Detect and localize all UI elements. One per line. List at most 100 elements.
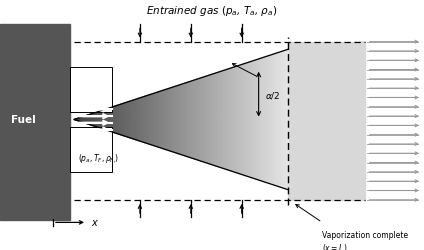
Polygon shape (106, 109, 109, 120)
Polygon shape (151, 94, 153, 120)
Polygon shape (286, 120, 288, 190)
Polygon shape (141, 98, 143, 120)
Polygon shape (177, 86, 179, 120)
Polygon shape (145, 120, 147, 144)
Polygon shape (269, 56, 271, 120)
Polygon shape (260, 58, 262, 120)
Polygon shape (160, 91, 162, 120)
Polygon shape (231, 120, 233, 172)
Polygon shape (181, 120, 184, 156)
Polygon shape (173, 120, 175, 153)
Polygon shape (224, 120, 226, 170)
Polygon shape (205, 120, 207, 164)
Polygon shape (117, 120, 119, 135)
Polygon shape (267, 56, 269, 120)
Polygon shape (83, 116, 85, 120)
Polygon shape (177, 120, 179, 154)
Polygon shape (89, 120, 91, 126)
Polygon shape (121, 104, 123, 120)
Bar (288, 42, 365, 200)
Polygon shape (123, 103, 126, 120)
Polygon shape (269, 120, 271, 184)
Polygon shape (237, 66, 239, 120)
Polygon shape (190, 120, 192, 158)
Polygon shape (98, 120, 100, 128)
Text: $x$: $x$ (91, 218, 99, 228)
Polygon shape (85, 120, 87, 124)
Text: Entrained gas $(p_a$, $T_a$, $\rho_a)$: Entrained gas $(p_a$, $T_a$, $\rho_a)$ (146, 4, 278, 18)
Polygon shape (278, 53, 280, 120)
Polygon shape (126, 120, 128, 138)
Polygon shape (160, 120, 162, 149)
Polygon shape (113, 120, 115, 133)
Polygon shape (179, 120, 181, 155)
Bar (70, 128, 112, 172)
Polygon shape (104, 120, 106, 130)
Polygon shape (113, 107, 115, 120)
Polygon shape (194, 80, 196, 120)
Polygon shape (141, 120, 143, 142)
Polygon shape (89, 114, 91, 120)
Polygon shape (280, 120, 282, 188)
Polygon shape (284, 120, 286, 189)
Polygon shape (134, 120, 136, 140)
Polygon shape (267, 120, 269, 184)
Polygon shape (198, 120, 201, 161)
Polygon shape (196, 120, 198, 160)
Text: Vaporization complete
$(x=L)$: Vaporization complete $(x=L)$ (322, 230, 408, 250)
Polygon shape (145, 96, 147, 120)
Bar (0, 25, 70, 220)
Polygon shape (231, 68, 233, 120)
Polygon shape (265, 120, 267, 183)
Polygon shape (213, 120, 215, 166)
Polygon shape (256, 60, 258, 120)
Polygon shape (149, 120, 151, 145)
Polygon shape (265, 57, 267, 120)
Polygon shape (260, 120, 262, 182)
Polygon shape (248, 62, 250, 120)
Polygon shape (258, 120, 260, 181)
Polygon shape (252, 61, 254, 120)
Polygon shape (143, 97, 145, 120)
Polygon shape (224, 70, 226, 120)
Polygon shape (109, 120, 111, 132)
Polygon shape (288, 42, 365, 200)
Polygon shape (149, 95, 151, 120)
Polygon shape (109, 108, 111, 120)
Polygon shape (164, 90, 166, 120)
Polygon shape (215, 73, 218, 120)
Polygon shape (186, 83, 188, 120)
Polygon shape (76, 118, 78, 120)
Polygon shape (132, 120, 134, 140)
Polygon shape (220, 72, 222, 120)
Polygon shape (198, 79, 201, 120)
Polygon shape (284, 51, 286, 120)
Polygon shape (153, 94, 156, 120)
Polygon shape (156, 120, 158, 147)
Polygon shape (85, 116, 87, 120)
Polygon shape (173, 87, 175, 120)
Polygon shape (205, 76, 207, 120)
Polygon shape (104, 110, 106, 120)
Polygon shape (229, 69, 231, 120)
Polygon shape (151, 120, 153, 146)
Polygon shape (111, 120, 113, 132)
Polygon shape (81, 117, 83, 120)
Polygon shape (209, 75, 211, 120)
Polygon shape (271, 55, 273, 120)
Polygon shape (83, 120, 85, 124)
Polygon shape (276, 120, 278, 186)
Polygon shape (91, 120, 93, 126)
Polygon shape (254, 120, 256, 180)
Polygon shape (207, 76, 209, 120)
Polygon shape (128, 120, 130, 138)
Polygon shape (175, 86, 177, 120)
Polygon shape (235, 120, 237, 173)
Polygon shape (233, 120, 235, 172)
Polygon shape (93, 120, 96, 127)
Polygon shape (136, 99, 138, 120)
Polygon shape (192, 120, 194, 159)
Polygon shape (190, 82, 192, 120)
Polygon shape (241, 65, 243, 120)
Polygon shape (252, 120, 254, 179)
